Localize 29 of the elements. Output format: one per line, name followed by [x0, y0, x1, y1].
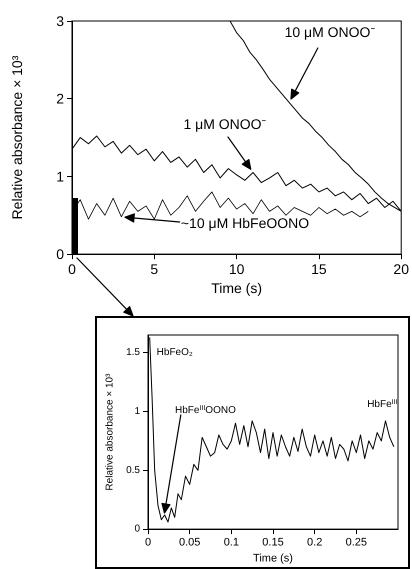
- x-tick-label: 0.05: [178, 536, 200, 549]
- x-tick-label: 20: [393, 261, 410, 278]
- y-tick-label: 2: [56, 90, 64, 107]
- x-tick-label: 0.2: [307, 536, 322, 549]
- text: 10 μM ONOO⁻: [284, 24, 376, 40]
- y-tick-label: 1: [56, 168, 64, 184]
- series-label: 1 μM ONOO⁻: [183, 116, 267, 132]
- y-axis-title: Relative absorbance × 10³: [104, 372, 116, 491]
- y-axis-title: Relative absorbance × 10³: [9, 55, 25, 220]
- y-tick-label: 3: [56, 13, 64, 29]
- x-tick-label: 15: [311, 261, 327, 278]
- y-tick-label: 1: [134, 406, 140, 417]
- y-tick-label: 1.5: [126, 347, 140, 358]
- x-tick-label: 0: [68, 261, 76, 278]
- x-tick-label: 0.1: [224, 536, 239, 549]
- x-axis-title: Time (s): [211, 280, 262, 296]
- x-tick-label: 0: [144, 536, 152, 549]
- x-axis-title: Time (s): [253, 552, 293, 564]
- legend-label: ~10 μM HbFeOONO: [180, 215, 310, 231]
- annotation: HbFe$^{III}$OONO: [175, 404, 236, 416]
- y-tick-label: 0: [134, 524, 140, 535]
- x-tick-label: 0.15: [262, 536, 284, 549]
- y-tick-label: 0.5: [126, 464, 140, 476]
- y-tick-label: 0: [56, 246, 64, 262]
- x-tick-label: 0.25: [346, 536, 368, 549]
- x-tick-label: 5: [150, 261, 158, 278]
- annotation: HbFe$^{III}$: [367, 398, 398, 410]
- x-tick-label: 10: [228, 261, 245, 278]
- annotation: HbFeO₂: [156, 346, 193, 358]
